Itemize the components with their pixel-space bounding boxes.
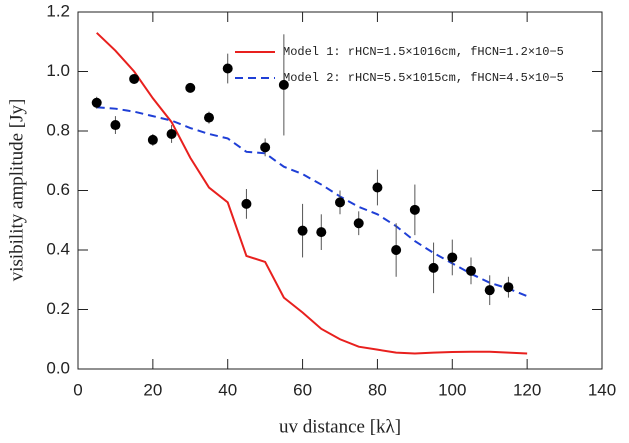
data-point	[353, 218, 364, 229]
y-tick-label: 0.8	[46, 120, 70, 139]
data-point	[428, 262, 439, 273]
data-point	[147, 134, 158, 145]
legend-label: Model 2: rHCN=5.5×1015cm, fHCN=4.5×10−5	[283, 71, 564, 85]
data-point	[129, 73, 140, 84]
data-point	[372, 182, 383, 193]
legend-label: Model 1: rHCN=1.5×1016cm, fHCN=1.2×10−5	[283, 45, 564, 59]
data-point	[447, 252, 458, 263]
y-tick-label: 0.6	[46, 180, 70, 199]
data-point	[335, 197, 345, 208]
data-point	[91, 97, 102, 108]
data-point	[110, 120, 121, 131]
y-axis-label: visibility amplitude [Jy]	[6, 99, 27, 282]
x-tick-label: 60	[293, 380, 312, 399]
x-axis-label: uv distance [kλ]	[279, 416, 401, 437]
model-line	[96, 32, 528, 355]
y-tick-label: 0.0	[46, 358, 70, 377]
data-point	[466, 265, 476, 276]
x-tick-label: 0	[73, 380, 82, 399]
data-point	[409, 204, 420, 215]
data-point	[391, 245, 402, 255]
data-point	[204, 112, 214, 123]
y-tick-label: 0.4	[46, 239, 70, 258]
x-tick-label: 20	[143, 380, 162, 399]
x-tick-label: 100	[438, 380, 466, 399]
x-tick-label: 120	[513, 380, 541, 399]
model-line	[96, 106, 528, 298]
data-point	[503, 282, 514, 293]
data-point	[316, 227, 327, 238]
data-point	[222, 63, 233, 74]
x-tick-label: 140	[588, 380, 616, 399]
data-point	[166, 128, 177, 139]
x-tick-label: 40	[218, 380, 237, 399]
data-point	[278, 79, 289, 90]
data-point	[297, 225, 308, 236]
data-point	[241, 198, 252, 209]
y-tick-label: 0.2	[46, 299, 70, 318]
data-point	[185, 82, 196, 93]
data-point	[260, 142, 271, 153]
y-tick-label: 1.0	[46, 61, 70, 80]
data-point	[484, 285, 495, 296]
x-tick-label: 80	[368, 380, 387, 399]
y-tick-label: 1.2	[46, 1, 70, 20]
